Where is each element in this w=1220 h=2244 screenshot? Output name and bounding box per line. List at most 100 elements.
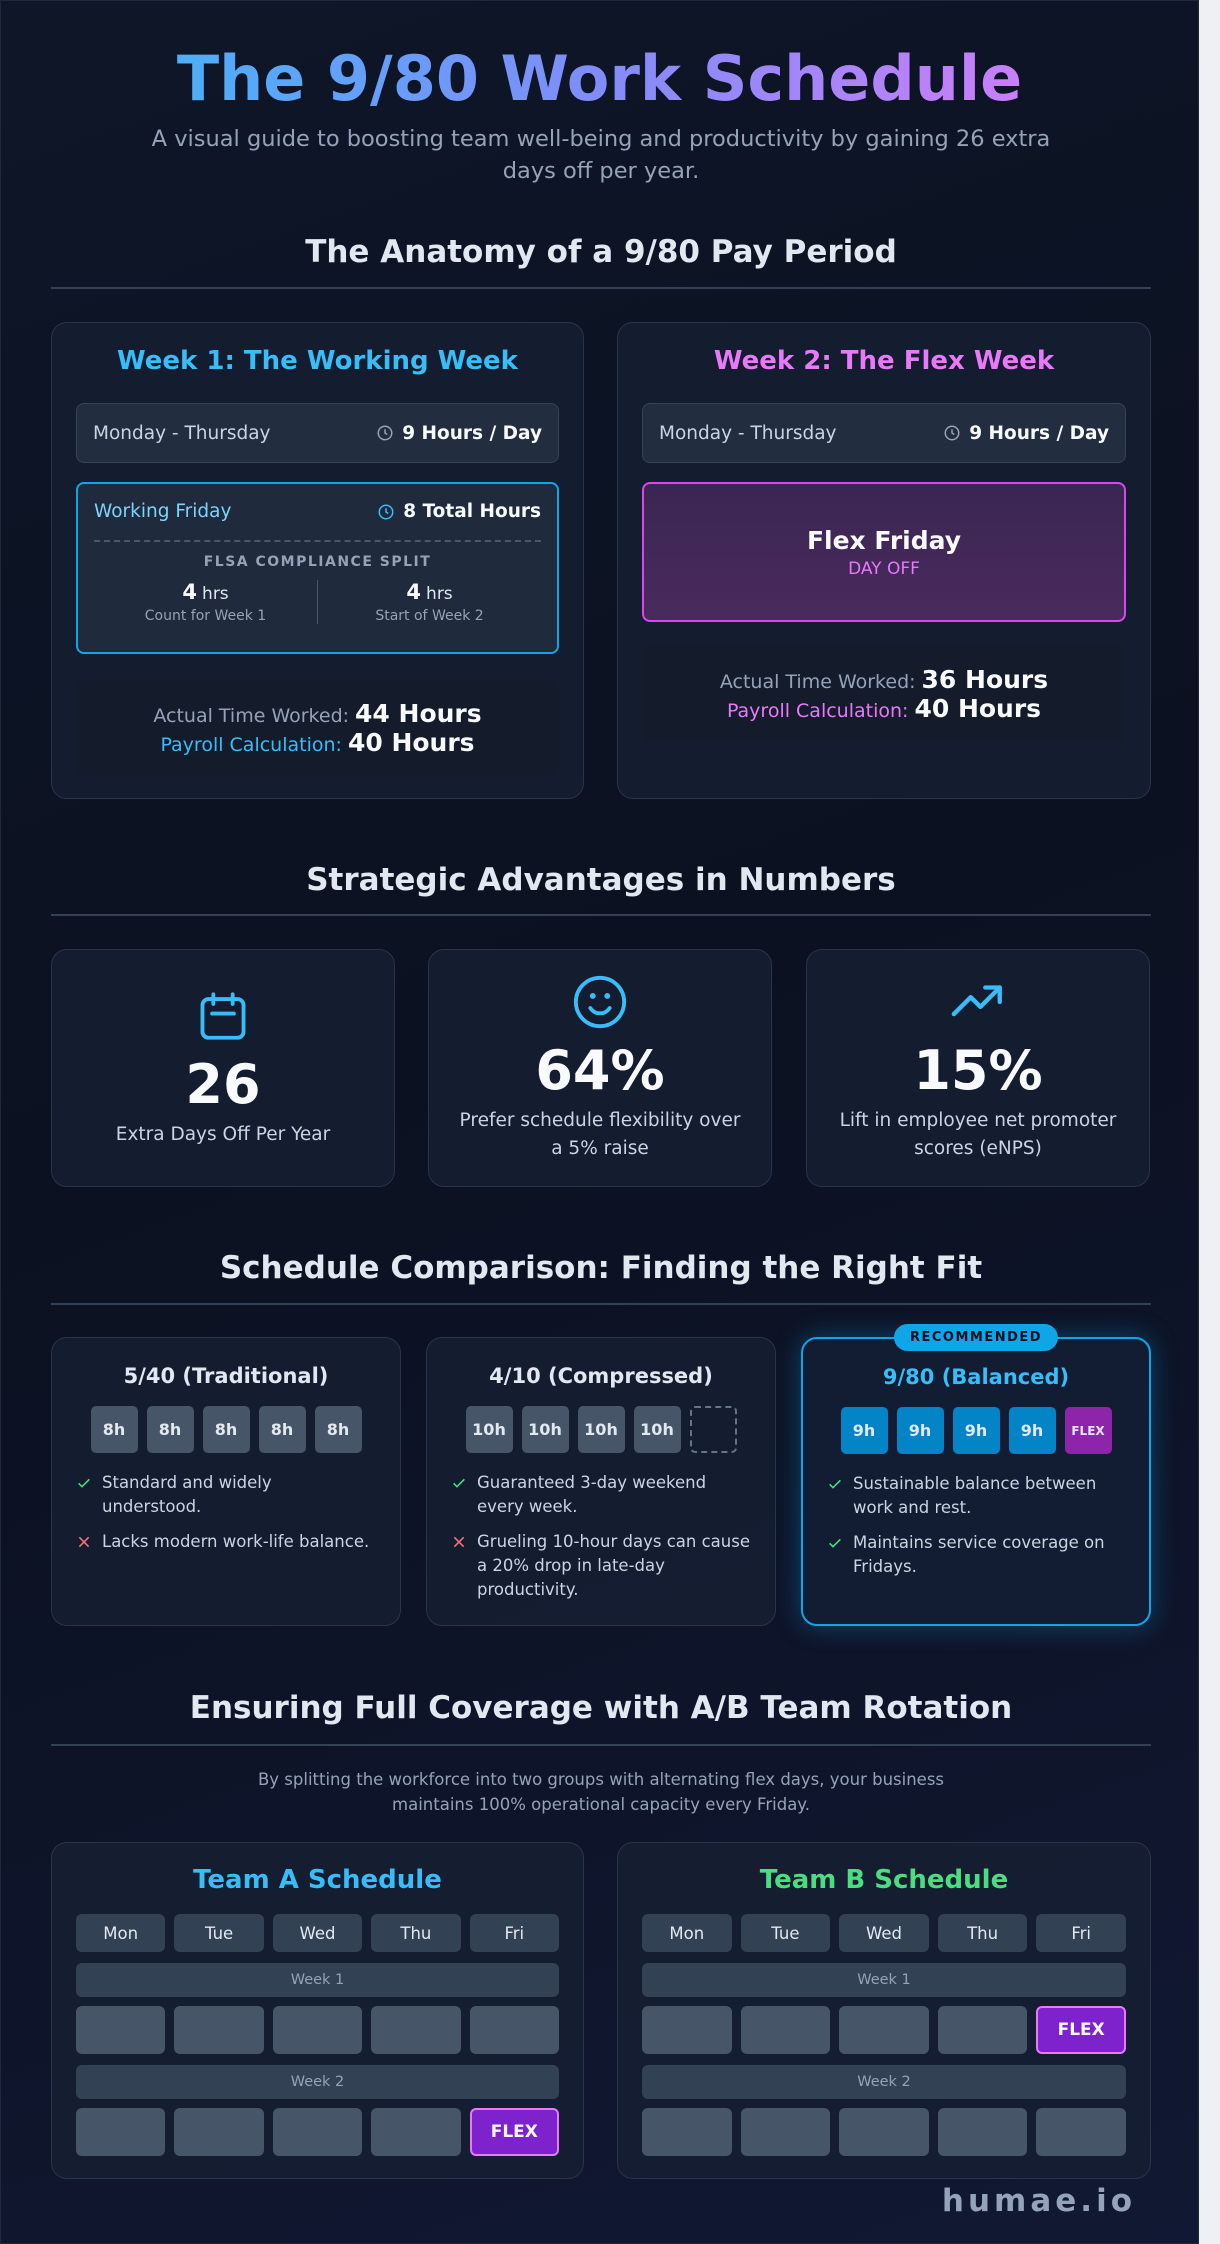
plan-title: 4/10 (Compressed): [489, 1364, 713, 1388]
day-header: Mon: [76, 1914, 166, 1952]
day-box: 10h: [465, 1406, 513, 1453]
work-day: [272, 2006, 363, 2054]
point-list: Standard and widely understood. Lacks mod…: [76, 1471, 376, 1554]
day-header: Fri: [1036, 1914, 1126, 1952]
friday-hours: 8 Total Hours: [377, 498, 541, 526]
point-text: Grueling 10-hour days can cause a 20% dr…: [477, 1532, 750, 1599]
split-note: Start of Week 2: [375, 608, 484, 624]
days-label: Monday - Thursday: [659, 422, 837, 444]
work-day: [740, 2006, 831, 2054]
point: Grueling 10-hour days can cause a 20% dr…: [451, 1530, 751, 1602]
day-header: Thu: [371, 1914, 461, 1952]
split-part: 4 hrs Count for Week 1: [94, 580, 317, 624]
day-header: Tue: [740, 1914, 831, 1952]
totals: Actual Time Worked: 36 Hours Payroll Calc…: [642, 646, 1126, 742]
work-day: [76, 2108, 166, 2156]
day-box: 8h: [202, 1406, 250, 1453]
day-box: [689, 1406, 737, 1453]
day-header: Wed: [272, 1914, 363, 1952]
payroll-label: Payroll Calculation:: [726, 700, 909, 722]
actual-label: Actual Time Worked:: [719, 671, 916, 693]
section-heading: Ensuring Full Coverage with A/B Team Rot…: [189, 1690, 1013, 1726]
day-box: 9h: [1008, 1407, 1056, 1454]
day-box: 9h: [896, 1407, 944, 1454]
section-heading: Schedule Comparison: Finding the Right F…: [219, 1250, 983, 1286]
cross-icon: [453, 1536, 465, 1548]
day-box: 8h: [146, 1406, 194, 1453]
split-value: 4: [182, 580, 197, 604]
day-header: Mon: [642, 1914, 732, 1952]
payroll-value: 40 Hours: [914, 694, 1042, 723]
friday-header: Working Friday 8 Total Hours: [94, 498, 541, 526]
actual-line: Actual Time Worked: 36 Hours: [720, 665, 1048, 694]
clock-icon: [378, 504, 394, 520]
split-value: 4: [406, 580, 421, 604]
check-icon: [829, 1538, 841, 1548]
work-day: [740, 2108, 831, 2156]
hours-row: Monday - Thursday 9 Hours / Day: [642, 403, 1126, 463]
flex-label: Flex Friday: [806, 525, 962, 555]
work-day: [371, 2006, 461, 2054]
schedule-grid: Mon Tue Wed Thu Fri Week 1 FLEX Week 2: [642, 1914, 1126, 2156]
work-day: [839, 2108, 929, 2156]
day-box: 10h: [577, 1406, 625, 1453]
point-text: Standard and widely understood.: [102, 1473, 272, 1516]
team-card: Team A Schedule Mon Tue Wed Thu Fri Week 1 Week…: [51, 1842, 584, 2179]
week-title: Week 1: The Working Week: [117, 346, 518, 376]
cross-icon: [78, 1536, 90, 1548]
days-label: Monday - Thursday: [93, 422, 271, 444]
team-title: Team A Schedule: [193, 1865, 442, 1895]
hours-value: 9 Hours / Day: [969, 422, 1109, 444]
divider: [51, 287, 1151, 289]
day-box: 9h: [840, 1407, 888, 1454]
team-title: Team B Schedule: [759, 1865, 1009, 1895]
point: Maintains service coverage on Fridays.: [827, 1531, 1125, 1579]
smile-icon: [573, 975, 627, 1029]
divider: [51, 914, 1151, 916]
flex-day: FLEX: [469, 2108, 559, 2156]
point: Lacks modern work-life balance.: [76, 1530, 376, 1554]
divider: [51, 1303, 1151, 1305]
day-header: Tue: [174, 1914, 264, 1952]
point-list: Guaranteed 3-day weekend every week. Grue…: [451, 1471, 751, 1602]
stat-label: Lift in employee net promoter scores (eN…: [839, 1110, 1117, 1159]
day-box: 10h: [633, 1406, 681, 1453]
team-card: Team B Schedule Mon Tue Wed Thu Fri Week 1 FLEX…: [617, 1842, 1151, 2179]
work-day: [937, 2108, 1028, 2156]
split-part: 4 hrs Start of Week 2: [317, 580, 541, 624]
day-header: Thu: [937, 1914, 1028, 1952]
stat-label: Extra Days Off Per Year: [115, 1124, 331, 1145]
work-day: [174, 2108, 264, 2156]
week-card: Week 2: The Flex Week Monday - Thursday …: [617, 322, 1151, 799]
week-card: Week 1: The Working Week Monday - Thursd…: [51, 322, 584, 799]
day-box: 9h: [952, 1407, 1000, 1454]
split: 4 hrs Count for Week 1 4 hrs Start of We…: [94, 580, 541, 624]
hours-row: Monday - Thursday 9 Hours / Day: [76, 403, 559, 463]
clock-icon: [944, 425, 960, 441]
stat-card: 15% Lift in employee net promoter scores…: [806, 949, 1150, 1187]
week-label: Week 2: [76, 2065, 559, 2099]
work-day: [76, 2006, 166, 2054]
section-heading: Strategic Advantages in Numbers: [306, 862, 896, 898]
stat-label: Prefer schedule flexibility over a 5% ra…: [459, 1110, 741, 1159]
point-text: Maintains service coverage on Fridays.: [853, 1533, 1105, 1576]
day-row: 8h 8h 8h 8h 8h: [76, 1406, 376, 1453]
split-note: Count for Week 1: [144, 608, 267, 624]
check-icon: [78, 1478, 90, 1488]
stat-value: 64%: [535, 1039, 665, 1102]
flex-note: DAY OFF: [848, 558, 920, 579]
plan-title: 5/40 (Traditional): [123, 1364, 329, 1388]
section-heading: The Anatomy of a 9/80 Pay Period: [305, 234, 897, 270]
badge: RECOMMENDED: [893, 1324, 1059, 1351]
work-day: [1036, 2108, 1126, 2156]
actual-line: Actual Time Worked: 44 Hours: [153, 699, 481, 728]
check-icon: [829, 1479, 841, 1489]
point: Standard and widely understood.: [76, 1471, 376, 1519]
point-text: Guaranteed 3-day weekend every week.: [477, 1473, 707, 1516]
split-unit: hrs: [202, 584, 229, 604]
clock-icon: [377, 425, 393, 441]
payroll-line: Payroll Calculation: 40 Hours: [727, 694, 1041, 723]
work-day: [937, 2006, 1028, 2054]
point-text: Lacks modern work-life balance.: [102, 1532, 370, 1551]
